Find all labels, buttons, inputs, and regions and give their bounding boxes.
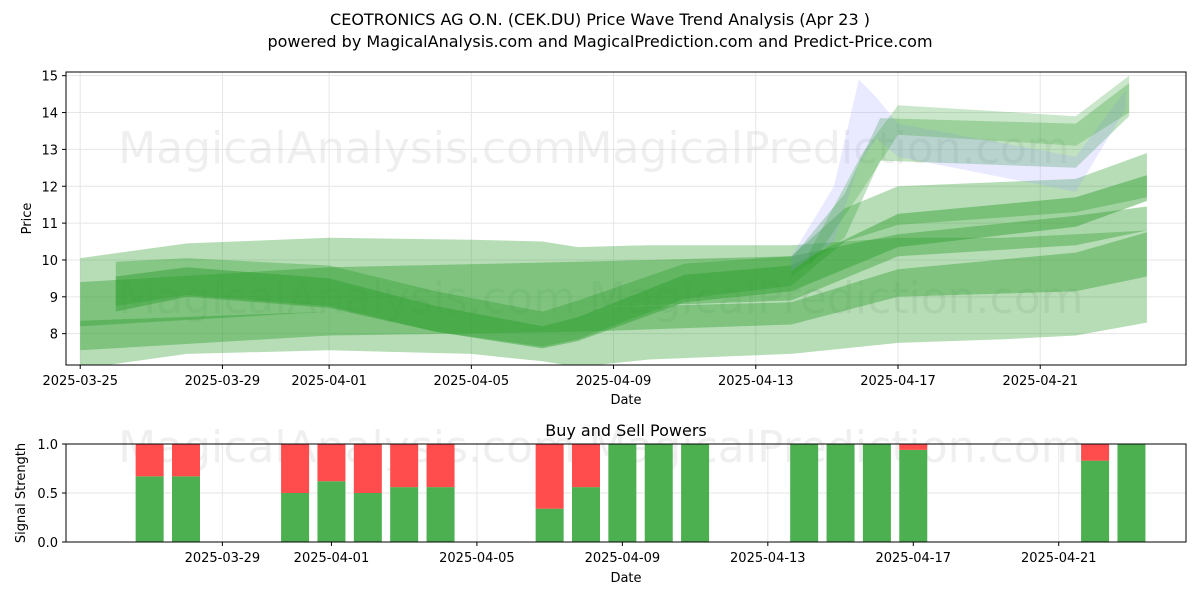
- sell-bar: [317, 444, 346, 482]
- buy-bar: [281, 493, 310, 542]
- x-axis-label: Date: [610, 393, 641, 408]
- watermark: MagicalPrediction.com: [575, 123, 1070, 174]
- sell-bar: [572, 444, 600, 488]
- x-tick-label: 2025-04-17: [860, 374, 936, 389]
- x-tick-label: 2025-03-29: [185, 551, 261, 566]
- sell-bar: [426, 444, 455, 488]
- buy-bar: [644, 444, 673, 542]
- y-tick-label: 9: [50, 291, 58, 306]
- sell-bar: [1081, 444, 1110, 461]
- chart-title: CEOTRONICS AG O.N. (CEK.DU) Price Wave T…: [330, 10, 870, 29]
- sell-bar: [899, 444, 928, 450]
- sell-bar: [535, 444, 564, 509]
- y-tick-label: 8: [50, 328, 58, 343]
- x-tick-label: 2025-04-01: [291, 374, 367, 389]
- x-axis-label: Date: [610, 571, 641, 586]
- price-band-6: [791, 83, 1130, 277]
- x-tick-label: 2025-04-21: [1021, 551, 1097, 566]
- price-band-4: [115, 175, 1147, 349]
- buy-bar: [899, 449, 928, 542]
- plot-frame: [65, 71, 1187, 366]
- price-band-1: [80, 230, 1147, 365]
- watermark: MagicalAnalysis.com: [118, 273, 576, 324]
- sell-bar: [353, 444, 382, 493]
- x-tick-label: 2025-03-29: [185, 374, 261, 389]
- x-tick-label: 2025-04-09: [576, 374, 652, 389]
- y-tick-label: 0.5: [37, 487, 58, 502]
- watermark: MagicalAnalysis.com: [118, 123, 576, 174]
- buy-bar: [353, 493, 382, 542]
- x-tick-label: 2025-04-05: [439, 551, 515, 566]
- sell-bar: [172, 444, 200, 477]
- chart-subtitle: powered by MagicalAnalysis.com and Magic…: [267, 32, 933, 51]
- buy-bar: [790, 444, 819, 542]
- buy-bar: [390, 487, 419, 542]
- price-band-2: [80, 232, 1147, 351]
- y-axis-label: Signal Strength: [14, 443, 29, 543]
- price-band-7: [791, 79, 1126, 272]
- buy-bar: [1117, 444, 1146, 542]
- buy-bar: [826, 444, 855, 542]
- buy-bar: [1081, 460, 1110, 542]
- price-bands: [80, 75, 1147, 365]
- y-tick-label: 13: [41, 143, 58, 158]
- buy-bar: [608, 444, 637, 542]
- x-tick-label: 2025-04-21: [1002, 374, 1078, 389]
- watermark: MagicalPrediction.com: [589, 273, 1084, 324]
- y-tick-label: 0.0: [37, 536, 58, 551]
- x-tick-label: 2025-04-13: [730, 551, 806, 566]
- y-tick-label: 12: [41, 180, 58, 195]
- x-tick-label: 2025-04-13: [718, 374, 794, 389]
- price-band-5: [115, 153, 1147, 347]
- x-tick-label: 2025-04-05: [434, 374, 510, 389]
- buy-bar: [535, 508, 564, 542]
- subchart-title: Buy and Sell Powers: [545, 421, 707, 440]
- buy-bar: [862, 444, 891, 542]
- y-tick-label: 10: [41, 254, 58, 269]
- sell-bar: [390, 444, 419, 488]
- x-tick-label: 2025-03-25: [42, 374, 118, 389]
- y-tick-label: 1.0: [37, 438, 58, 453]
- sell-bar: [135, 444, 164, 477]
- sell-bar: [281, 444, 310, 493]
- buy-bar: [135, 476, 164, 542]
- buy-bar: [426, 487, 455, 542]
- y-tick-label: 14: [41, 107, 58, 122]
- price-band-3: [80, 206, 1147, 327]
- x-tick-label: 2025-04-17: [875, 551, 951, 566]
- buy-bar: [572, 487, 600, 542]
- x-tick-label: 2025-04-09: [585, 551, 661, 566]
- buy-bar: [681, 444, 710, 542]
- y-tick-label: 15: [41, 70, 58, 85]
- y-axis-label: Price: [20, 203, 35, 235]
- y-tick-label: 11: [41, 217, 58, 232]
- buy-bar: [172, 476, 200, 542]
- price-band-8: [809, 75, 1130, 268]
- x-tick-label: 2025-04-01: [294, 551, 370, 566]
- buy-bar: [317, 481, 346, 542]
